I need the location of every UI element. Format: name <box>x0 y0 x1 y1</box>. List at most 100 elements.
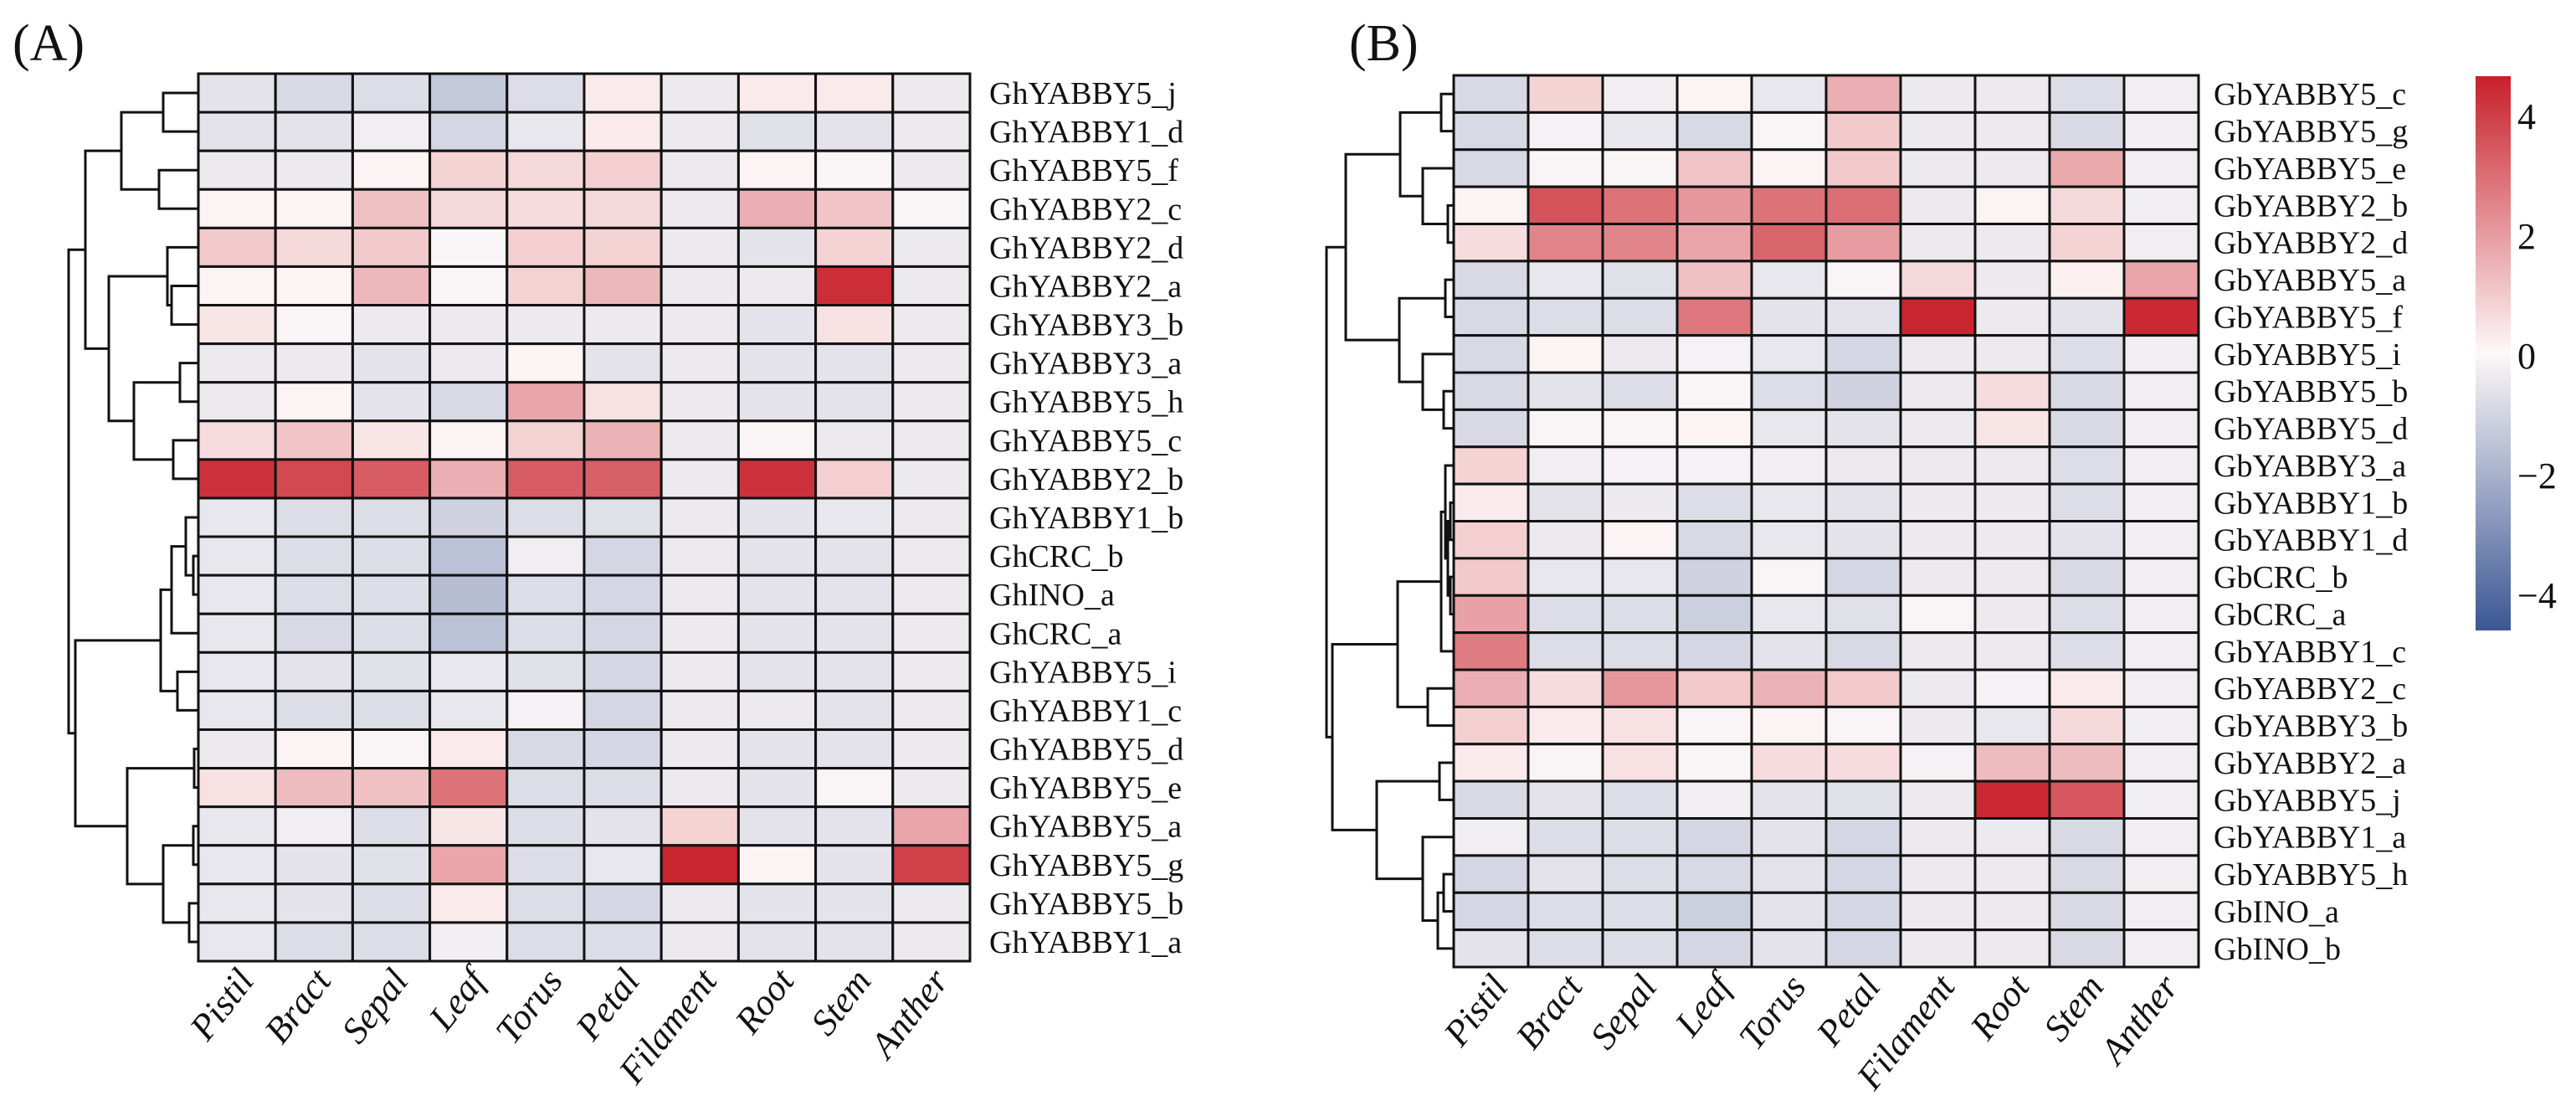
heatmap-cell <box>891 535 972 577</box>
heatmap-cell <box>582 342 663 384</box>
heatmap-cell <box>1824 260 1902 300</box>
heatmap-cell <box>2048 223 2126 263</box>
column-label: Bract <box>1508 966 1592 1057</box>
heatmap-cell <box>197 226 277 268</box>
heatmap-cell <box>814 149 895 191</box>
heatmap-cell <box>197 844 277 886</box>
heatmap-cell <box>736 882 818 924</box>
heatmap-cell <box>428 226 509 268</box>
dendrogram-branch <box>120 111 163 191</box>
dendrogram-branch <box>162 91 198 133</box>
heatmap-cell <box>428 767 509 809</box>
heatmap-cell <box>582 651 663 692</box>
heatmap-cell <box>582 689 663 731</box>
dendrogram-branch <box>126 767 194 886</box>
heatmap-cell <box>1601 817 1679 857</box>
heatmap-cell <box>2122 482 2200 522</box>
row-label: GhYABBY5_g <box>989 848 1183 883</box>
heatmap-cell <box>351 767 432 809</box>
heatmap-cell <box>2048 260 2126 300</box>
heatmap-cell <box>1750 520 1828 560</box>
heatmap-cell <box>2048 482 2126 522</box>
heatmap-cell <box>582 921 663 963</box>
row-label: GbYABBY5_f <box>2214 300 2403 335</box>
color-legend-bar <box>2476 76 2511 630</box>
heatmap-cell <box>814 342 895 384</box>
heatmap-cell <box>197 882 277 924</box>
row-label: GhYABBY2_d <box>989 230 1183 265</box>
column-label: Root <box>726 960 803 1042</box>
heatmap-cell <box>1527 408 1604 449</box>
heatmap-cell <box>891 805 972 847</box>
heatmap-cell <box>1452 111 1530 152</box>
heatmap-cell <box>1899 668 1977 708</box>
heatmap-cell <box>428 381 509 423</box>
heatmap-cell <box>428 265 509 307</box>
heatmap-cell <box>814 689 895 731</box>
dendrogram-branch <box>1421 352 1454 411</box>
heatmap-cell <box>736 458 818 500</box>
heatmap-cell <box>1527 334 1604 374</box>
row-label: GhYABBY1_d <box>989 115 1183 150</box>
row-label: GbINO_b <box>2214 932 2341 967</box>
heatmap-cell <box>891 767 972 809</box>
heatmap-cell <box>659 111 740 152</box>
heatmap-panel-b: (B)GbYABBY5_cGbYABBY5_gGbYABBY5_eGbYABBY… <box>1325 15 2408 1098</box>
heatmap-cell <box>1899 148 1977 188</box>
heatmap-cell <box>274 651 354 692</box>
heatmap-cell <box>1675 557 1753 597</box>
row-label: GbYABBY3_b <box>2214 709 2408 744</box>
heatmap-cell <box>891 381 972 423</box>
heatmap-cell <box>1899 334 1977 374</box>
heatmap-cell <box>428 574 509 615</box>
heatmap-cell <box>1899 223 1977 263</box>
heatmap-cell <box>1675 631 1753 671</box>
heatmap-cell <box>659 304 740 346</box>
heatmap-cell <box>1973 334 2051 374</box>
heatmap-cell <box>274 188 354 229</box>
heatmap-cell <box>1973 408 2051 449</box>
heatmap-cell <box>505 458 586 500</box>
heatmap-cell <box>274 419 354 461</box>
heatmap-cell <box>659 496 740 538</box>
heatmap-cell <box>582 612 663 654</box>
heatmap-cell <box>197 458 277 500</box>
heatmap-cell <box>1973 296 2051 337</box>
heatmap-cell <box>1601 705 1679 746</box>
heatmap-cell <box>1899 408 1977 449</box>
heatmap-cell <box>814 304 895 346</box>
heatmap-cell <box>1750 185 1828 225</box>
heatmap-cell <box>1824 743 1902 783</box>
heatmap-cell <box>1675 891 1753 932</box>
heatmap-cell <box>2048 334 2126 374</box>
heatmap-cell <box>814 265 895 307</box>
color-legend-tick: −2 <box>2517 455 2557 496</box>
heatmap-cell <box>505 304 586 346</box>
heatmap-cell <box>1527 111 1604 152</box>
heatmap-cell <box>891 921 972 963</box>
heatmap-cell <box>274 304 354 346</box>
heatmap-cell <box>736 226 818 268</box>
heatmap-cell <box>1601 520 1679 560</box>
heatmap-cell <box>582 882 663 924</box>
heatmap-cell <box>1899 185 1977 225</box>
heatmap-cell <box>197 419 277 461</box>
heatmap-cell <box>1750 557 1828 597</box>
row-label: GbYABBY5_b <box>2214 374 2408 409</box>
column-label: Pistil <box>1435 967 1516 1054</box>
heatmap-cell <box>1824 445 1902 486</box>
row-label: GbYABBY5_h <box>2214 857 2408 893</box>
row-label: GhYABBY1_c <box>989 693 1182 728</box>
row-label: GhYABBY1_a <box>989 925 1182 960</box>
heatmap-cell <box>1750 705 1828 746</box>
heatmap-cell <box>1601 929 1679 969</box>
row-label: GbYABBY1_a <box>2214 820 2406 856</box>
column-label: Root <box>1962 966 2038 1048</box>
heatmap-cell <box>197 689 277 731</box>
heatmap-cell <box>351 689 432 731</box>
row-label: GhYABBY5_c <box>989 424 1182 459</box>
heatmap-cell <box>1527 779 1604 820</box>
row-label: GhYABBY1_b <box>989 501 1183 536</box>
dendrogram-branch <box>176 670 198 712</box>
heatmap-cell <box>1601 631 1679 671</box>
